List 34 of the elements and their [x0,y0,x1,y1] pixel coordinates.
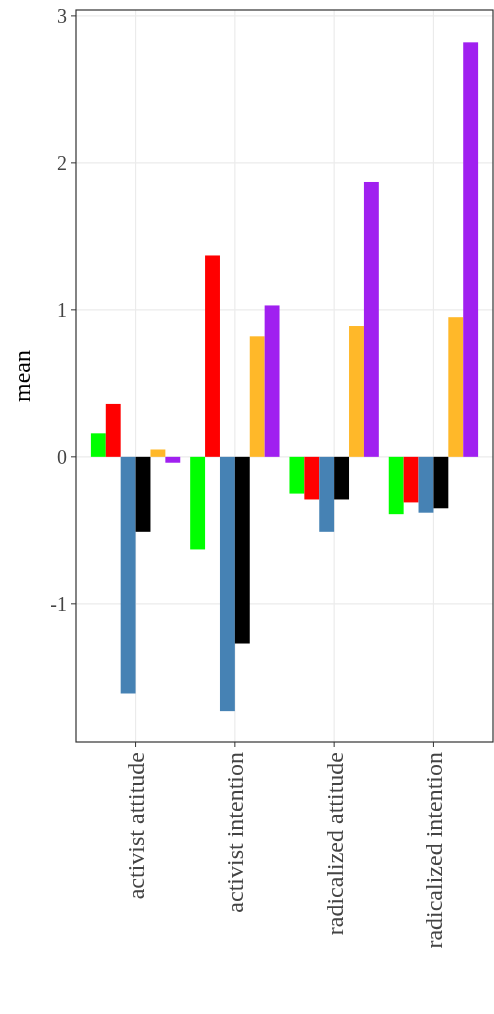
bar [448,317,464,457]
bar [304,456,320,500]
bar [190,456,206,550]
bar [90,433,106,457]
bar [463,42,479,457]
y-tick-label: -1 [50,592,67,615]
bar [165,456,181,463]
bar [150,449,166,457]
y-tick-label: 3 [57,4,67,27]
bar [105,403,121,457]
bar [120,456,136,694]
bar [388,456,404,515]
bar [433,456,449,509]
y-tick-label: 2 [57,151,67,174]
bar [135,456,151,532]
x-tick-label: activist attitude [122,752,149,900]
bar [264,305,280,457]
bar [205,255,220,457]
x-tick-label: radicalized attitude [321,752,348,936]
bar [289,456,305,494]
x-tick-label: activist intention [222,752,249,913]
bar [363,181,379,457]
bar [418,456,434,513]
y-axis-title: mean [9,350,36,402]
bar [249,336,265,457]
bar [234,456,250,644]
bar [219,456,235,712]
y-tick-label: 0 [57,445,67,468]
bar [349,326,364,457]
bar [403,456,419,503]
bar [319,456,335,532]
bar [334,456,350,500]
x-tick-label: radicalized intention [420,752,447,949]
y-tick-label: 1 [57,298,67,321]
